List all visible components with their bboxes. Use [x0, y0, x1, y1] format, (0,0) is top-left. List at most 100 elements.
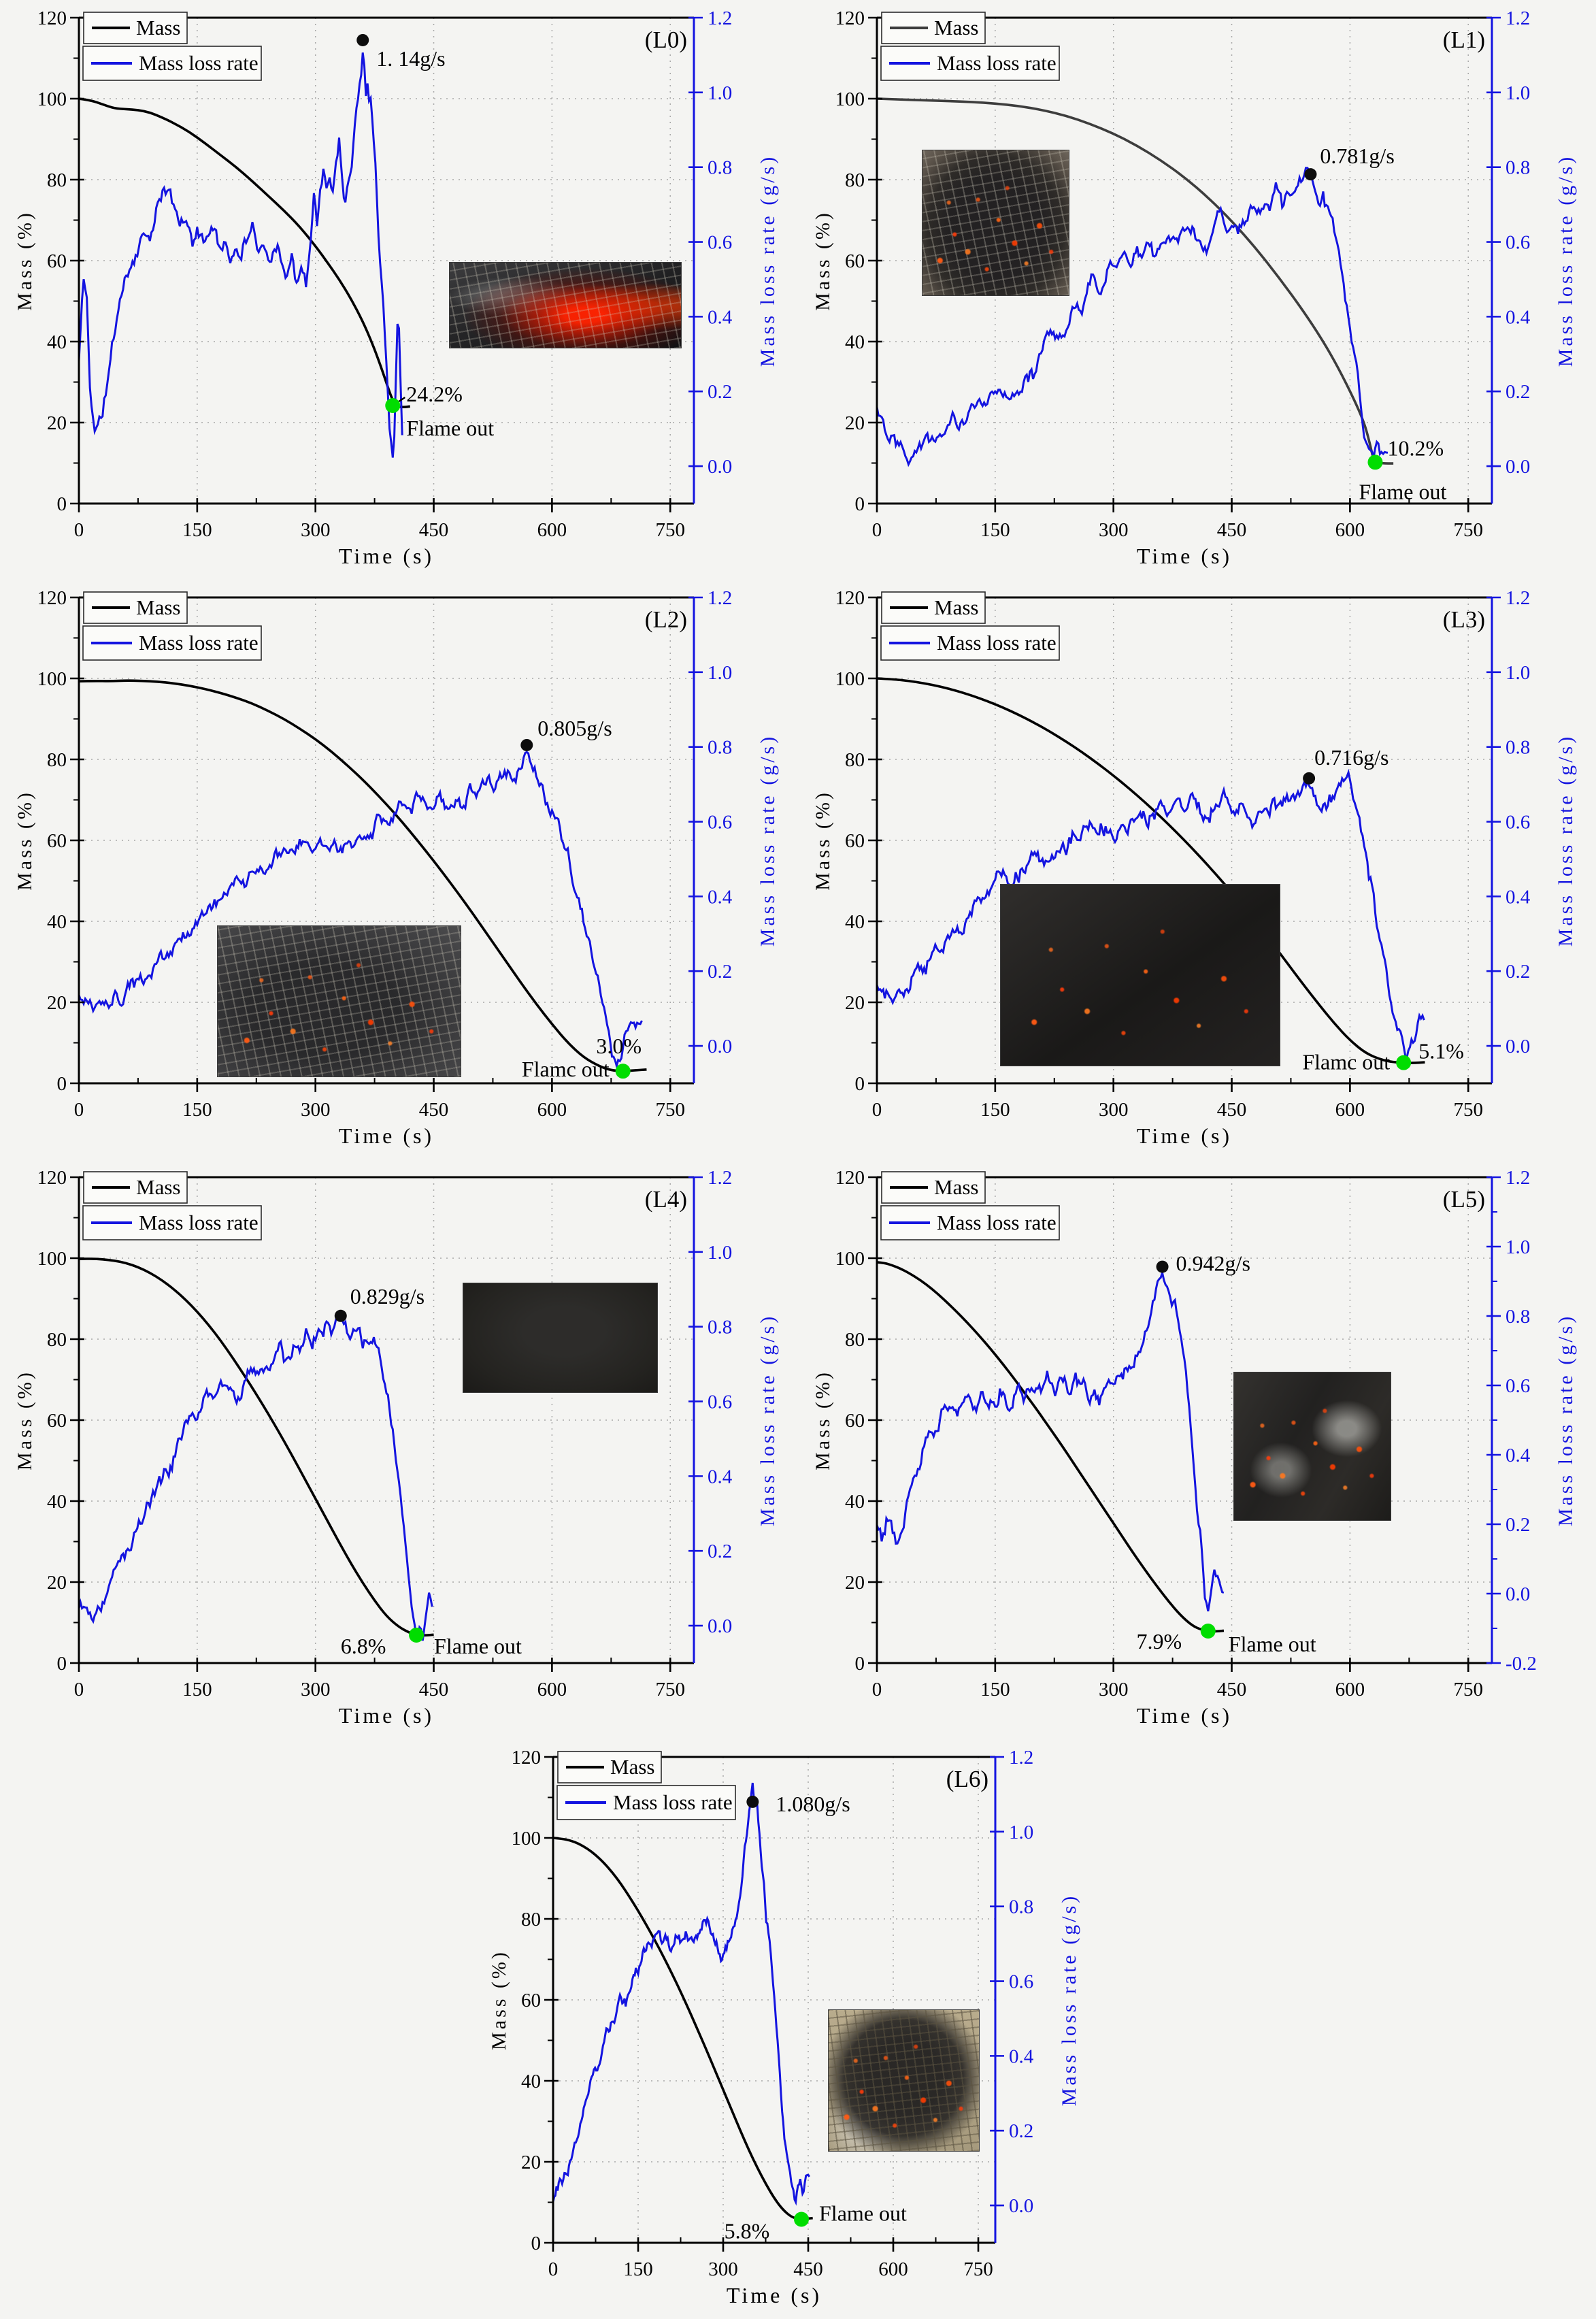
- peak-dot: [334, 1309, 347, 1322]
- panel-corner-label: (L5): [1443, 1186, 1485, 1213]
- inset-photo-l6: [828, 2009, 980, 2152]
- x-tick-label: 600: [1335, 1679, 1365, 1700]
- embers-texture: [829, 2010, 979, 2152]
- y1-tick-label: 40: [845, 1491, 865, 1513]
- embers-texture: [922, 150, 1069, 295]
- y2-tick-label: 0.6: [708, 812, 732, 834]
- panel-corner-label: (L2): [645, 606, 687, 633]
- inset-photo-l1: [921, 150, 1070, 296]
- flameout-label: Flamc out: [1302, 1050, 1390, 1074]
- y2-tick-label: 1.2: [1009, 1747, 1033, 1769]
- y2-tick-label: 1.0: [1506, 662, 1530, 684]
- legend-mlr-label: Mass loss rate: [937, 51, 1057, 75]
- y1-tick-label: 20: [521, 2152, 541, 2173]
- legend-mlr-label: Mass loss rate: [937, 1211, 1057, 1234]
- inset-photo-l4: [463, 1282, 658, 1393]
- peak-dot: [1156, 1260, 1169, 1273]
- y1-tick-label: 100: [37, 668, 67, 690]
- x-axis-title: Time (s): [339, 1123, 434, 1148]
- flameout-annotation: 6.8% Flame out: [341, 1627, 522, 1658]
- mass-curve: [79, 1257, 434, 1637]
- y1-tick-label: 20: [845, 412, 865, 434]
- x-tick-label: 750: [655, 1679, 685, 1700]
- y1-tick-label: 20: [47, 1572, 67, 1594]
- mass-curve: [877, 1261, 1225, 1633]
- chart-l5: 0 150 300 450 600 750 0 20 40 60 80 100 120 -0.2 0.0 0.…: [812, 1167, 1577, 1728]
- y2-tick-label: 0.6: [708, 1392, 732, 1413]
- y1-tick-label: 120: [835, 1167, 865, 1189]
- y1-tick-label: 20: [845, 1572, 865, 1594]
- x-axis-title: Time (s): [1137, 1703, 1232, 1728]
- x-tick-label: 450: [419, 1679, 449, 1700]
- flameout-annotation: 3.0%Flamc out: [522, 1034, 642, 1081]
- flameout-annotation: 5.1% Flamc out: [1302, 1039, 1464, 1074]
- axes: 0 150 300 450 600 750 0 20 40 60 80 100 120 0.0 0.2 0.4…: [835, 7, 1531, 541]
- flameout-label: Flame out: [1229, 1632, 1316, 1656]
- y2-tick-label: 1.2: [1506, 587, 1530, 609]
- residual-mass-label: 24.2%: [406, 382, 463, 406]
- flameout-annotation: 7.9% Flame out: [1136, 1623, 1316, 1656]
- x-axis-title: Time (s): [339, 1703, 434, 1728]
- y1-tick-label: 0: [855, 1653, 865, 1675]
- y1-tick-label: 80: [845, 749, 865, 771]
- y2-tick-label: 1.2: [708, 587, 732, 609]
- y1-tick-label: 60: [47, 830, 67, 852]
- y2-tick-label: 0.2: [1506, 381, 1530, 403]
- y1-tick-label: 120: [37, 587, 67, 609]
- y1-tick-label: 100: [835, 1248, 865, 1270]
- y1-tick-label: 0: [57, 493, 67, 515]
- y1-tick-label: 80: [47, 169, 67, 191]
- residual-mass-label: 6.8%: [341, 1634, 386, 1658]
- legend-mlr-label: Mass loss rate: [937, 631, 1057, 655]
- legend: Mass Mass loss rate: [556, 1751, 736, 1820]
- y1-tick-label: 0: [57, 1073, 67, 1095]
- embers-texture: [1234, 1372, 1391, 1520]
- legend-mlr-label: Mass loss rate: [139, 631, 259, 655]
- x-axis-title: Time (s): [1137, 1123, 1232, 1148]
- x-tick-label: 300: [301, 1679, 331, 1700]
- x-tick-label: 150: [182, 519, 212, 541]
- y1-tick-label: 40: [845, 911, 865, 933]
- y2-tick-label: 0.2: [708, 381, 732, 403]
- y2-tick-label: 0.8: [1506, 737, 1530, 759]
- y2-tick-label: 0.8: [708, 737, 732, 759]
- y2-tick-label: 1.0: [708, 1242, 732, 1264]
- residual-mass-label: 7.9%: [1136, 1629, 1182, 1654]
- flameout-dot: [409, 1627, 425, 1643]
- x-axis-title: Time (s): [1137, 544, 1232, 568]
- inset-photo-l3: [999, 884, 1281, 1066]
- flameout-label: Flame out: [1359, 479, 1446, 504]
- y2-tick-label: 0.2: [708, 961, 732, 983]
- y1-axis-title: Mass (%): [488, 1950, 510, 2050]
- figure-row-1: 0 150 300 450 600 750 0 20 40 60 80 100 120 0.0 0.2 0.4…: [0, 0, 1596, 580]
- legend: Mass Mass loss rate: [82, 1171, 262, 1240]
- flameout-dot: [1200, 1623, 1216, 1639]
- x-axis-title: Time (s): [339, 544, 434, 568]
- y2-tick-label: 0.0: [1506, 1583, 1530, 1605]
- y1-tick-label: 60: [47, 250, 67, 272]
- y2-axis-title: Mass loss rate (g/s): [1555, 154, 1577, 367]
- flameout-annotation: 5.8% Flame out: [724, 2201, 906, 2243]
- y1-tick-label: 100: [835, 668, 865, 690]
- y2-tick-label: 0.2: [708, 1541, 732, 1562]
- peak-dot: [1303, 772, 1316, 785]
- x-tick-label: 0: [74, 519, 84, 541]
- y1-tick-label: 80: [47, 749, 67, 771]
- y1-tick-label: 120: [511, 1747, 541, 1769]
- y1-tick-label: 40: [47, 331, 67, 353]
- y2-tick-label: 1.0: [708, 662, 732, 684]
- peak-annotation: 0.781g/s: [1304, 144, 1395, 181]
- x-tick-label: 150: [980, 519, 1010, 541]
- mass-curve: [877, 97, 1394, 465]
- chart-l3: 0 150 300 450 600 750 0 20 40 60 80 100 120 0.0 0.2 0.4…: [812, 587, 1577, 1148]
- x-tick-label: 300: [1099, 1099, 1129, 1121]
- panel-l2: 0 150 300 450 600 750 0 20 40 60 80 100 120 0.0 0.2 0.4…: [0, 580, 798, 1160]
- residual-mass-label: 3.0%: [596, 1034, 642, 1058]
- y1-tick-label: 80: [845, 169, 865, 191]
- mass-loss-rate-curve: [877, 768, 1425, 1062]
- embers-texture: [1000, 885, 1280, 1066]
- legend-mlr-label: Mass loss rate: [613, 1790, 733, 1814]
- peak-annotation: 1.080g/s: [746, 1792, 850, 1816]
- x-tick-label: 750: [1453, 1099, 1483, 1121]
- mass-curve: [877, 677, 1425, 1064]
